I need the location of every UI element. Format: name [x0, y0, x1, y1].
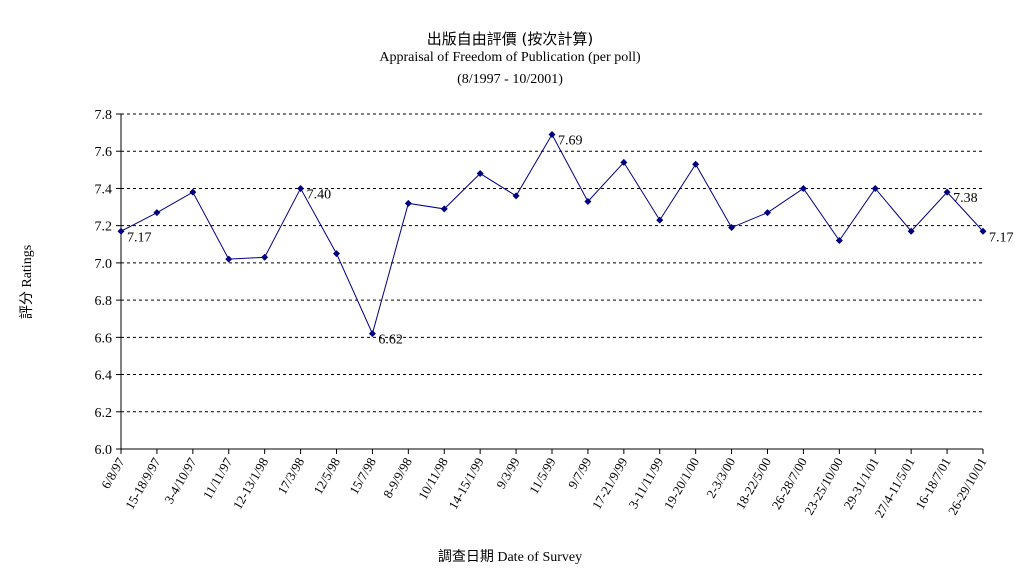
data-point [799, 184, 807, 192]
data-point [153, 209, 161, 217]
x-tick-label: 14-15/1/99 [445, 455, 487, 512]
y-axis-label: 評分 Ratings [20, 244, 35, 320]
x-tick-label: 8-9/9/98 [380, 455, 415, 501]
data-point [871, 184, 879, 192]
x-tick-label: 12-13/1/98 [230, 455, 272, 512]
data-point [476, 170, 484, 178]
data-point [692, 160, 700, 168]
x-tick-label: 9/7/99 [565, 455, 595, 491]
y-tick-label: 7.2 [95, 220, 113, 235]
y-tick-label: 6.2 [95, 406, 113, 421]
x-tick-label: 29-31/1/01 [840, 455, 882, 512]
y-tick-label: 6.0 [95, 443, 113, 458]
data-point [979, 227, 987, 235]
x-tick-label: 12/5/98 [310, 455, 343, 497]
x-tick-label: 15/7/98 [346, 455, 379, 497]
data-point [584, 197, 592, 205]
x-axis-label: 調查日期 Date of Survey [437, 550, 583, 565]
data-label: 7.17 [989, 230, 1014, 245]
x-tick-label: 17/3/98 [274, 455, 307, 497]
data-point [907, 227, 915, 235]
y-tick-label: 7.8 [95, 108, 113, 123]
data-point [943, 188, 951, 196]
data-label: 6.62 [378, 333, 403, 348]
y-tick-label: 7.0 [95, 257, 113, 272]
data-point [297, 184, 305, 192]
data-point [440, 205, 448, 213]
y-tick-label: 7.6 [95, 145, 113, 160]
x-tick-label: 11/11/97 [200, 455, 236, 502]
data-label: 7.17 [127, 230, 152, 245]
data-point [368, 330, 376, 338]
x-tick-label: 16-18/7/01 [912, 455, 954, 512]
x-tick-label: 15-18/9/97 [122, 455, 164, 512]
x-tick-label: 6/8/97 [98, 455, 128, 492]
chart-subtitle: Appraisal of Freedom of Publication (per… [379, 50, 641, 65]
data-point [656, 216, 664, 224]
data-label: 7.40 [307, 187, 332, 202]
x-tick-label: 9/3/99 [493, 455, 523, 491]
data-point [835, 237, 843, 245]
x-tick-label: 3-11/11/99 [625, 455, 666, 511]
x-tick-label: 3-4/10/97 [161, 455, 200, 507]
x-tick-label: 18-22/5/00 [733, 455, 775, 512]
y-tick-label: 6.8 [95, 294, 113, 309]
data-point [333, 250, 340, 258]
series-line [120, 133, 984, 336]
data-point [225, 255, 233, 263]
x-tick-label: 19-20/1/00 [661, 455, 703, 512]
chart-date-range: (8/1997 - 10/2001) [457, 72, 563, 87]
data-point [728, 224, 736, 232]
data-point [548, 130, 556, 138]
x-tick-label: 11/5/99 [526, 455, 559, 496]
y-tick-label: 6.4 [95, 369, 113, 384]
chart-title: 出版自由評價 (按次計算) [426, 30, 594, 48]
data-label: 7.38 [953, 191, 978, 206]
data-point [620, 158, 628, 166]
y-tick-label: 6.6 [95, 331, 113, 346]
y-tick-label: 7.4 [95, 182, 113, 197]
x-tick-label: 26-28/7/00 [768, 455, 810, 512]
data-point [764, 209, 771, 217]
data-point [404, 199, 412, 207]
data-point [512, 192, 520, 200]
data-point [261, 253, 269, 261]
x-tick-label: 17-21/9/99 [589, 455, 631, 512]
x-tick-label: 2-3/3/00 [703, 455, 738, 501]
data-point [117, 227, 125, 235]
data-label: 7.69 [558, 133, 583, 148]
data-point [189, 188, 197, 196]
x-tick-label: 10/11/98 [415, 455, 451, 502]
